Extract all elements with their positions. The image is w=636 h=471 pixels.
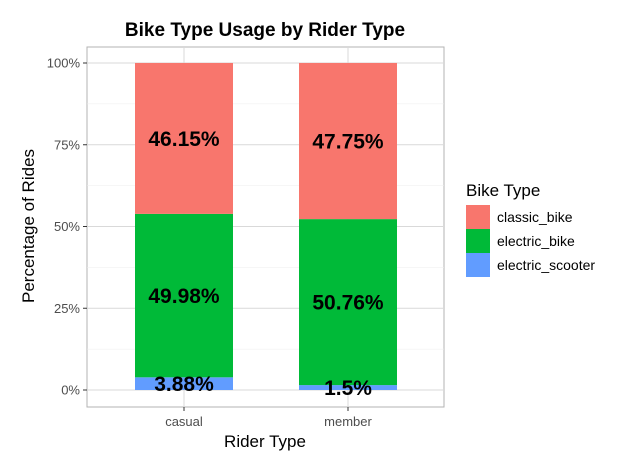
y-tick-label: 100% [47,56,81,71]
bars-group [135,62,397,390]
bar-label: 49.98% [148,285,220,308]
y-tick-label: 25% [54,301,80,316]
legend-label: classic_bike [497,209,573,225]
x-axis: casual member [165,407,373,429]
bar-label: 1.5% [324,377,372,400]
bar-classic_bike-member [299,62,397,220]
y-tick-label: 50% [54,219,80,234]
x-axis-title: Rider Type [224,432,306,451]
bar-electric_scooter-casual [135,377,233,390]
bar-classic_bike-casual [135,62,233,214]
x-tick-label: member [324,414,372,429]
legend-key-classic_bike [466,205,490,229]
y-axis-title: Percentage of Rides [19,149,38,303]
chart-title: Bike Type Usage by Rider Type [125,20,405,41]
legend-key-electric_scooter [466,253,490,277]
y-axis: 0% 25% 50% 75% 100% [47,56,87,398]
legend-label: electric_scooter [497,257,595,273]
legend-label: electric_bike [497,233,575,249]
bar-label: 3.88% [154,373,214,396]
bar-labels-group: 3.88% 1.5% 49.98% 50.76% 46.15% 47.75% [148,128,384,400]
bar-electric_bike-casual [135,213,233,378]
legend-key-electric_bike [466,229,490,253]
x-tick-label: casual [165,414,203,429]
y-tick-label: 0% [61,383,80,398]
legend-title: Bike Type [466,181,540,200]
bar-electric_bike-member [299,219,397,386]
bar-label: 46.15% [148,128,220,151]
y-tick-label: 75% [54,137,80,152]
bar-electric_scooter-member [299,385,397,390]
bar-label: 50.76% [312,292,384,315]
bar-label: 47.75% [312,131,384,154]
legend: Bike Type classic_bike electric_bikeelect… [466,181,595,277]
